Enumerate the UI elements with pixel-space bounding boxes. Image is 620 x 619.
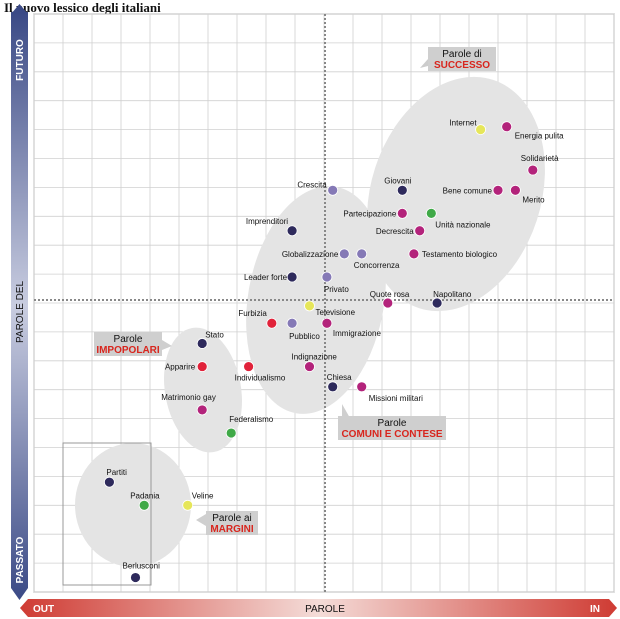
chart-title: Il nuovo lessico degli italiani [4, 0, 161, 15]
point-quote-rosa [382, 297, 394, 309]
group-margini-line1: Parole ai [212, 513, 251, 524]
point-concorrenza [356, 248, 368, 260]
point-furbizia [266, 317, 278, 329]
point-unit-nazionale [425, 208, 437, 219]
point-label: Apparire [165, 363, 196, 372]
group-label-successo: Parole di SUCCESSO [420, 47, 496, 71]
point-label: Padania [130, 491, 160, 500]
group-impopolari-line2: IMPOPOLARI [96, 345, 160, 356]
point-individualismo [243, 361, 255, 372]
point-apparire [196, 361, 208, 372]
x-axis-label: PAROLE [305, 604, 345, 615]
point-chiesa [327, 381, 339, 393]
group-label-comuni: Parole COMUNI E CONTESE [338, 404, 446, 440]
group-successo-line1: Parole di [442, 49, 481, 60]
point-label: Veline [192, 491, 214, 500]
group-successo-line2: SUCCESSO [434, 60, 490, 71]
point-imprenditori [286, 225, 298, 237]
point-label: Immigrazione [333, 329, 382, 338]
y-axis-arrow-top [11, 4, 28, 14]
point-label: Missioni militari [369, 394, 423, 403]
point-label: Individualismo [235, 374, 286, 383]
point-stato [196, 338, 208, 349]
point-partecipazione [396, 208, 408, 219]
point-label: Federalismo [229, 415, 274, 424]
point-label: Furbizia [238, 309, 267, 318]
y-axis-label: PAROLE DEL [15, 281, 26, 343]
point-veline [182, 499, 194, 511]
group-label-impopolari: Parole IMPOPOLARI [94, 332, 172, 356]
point-label: Matrimonio gay [161, 393, 216, 402]
point-leader-forte [286, 271, 298, 283]
point-label: Napolitano [433, 290, 472, 299]
group-margini-line2: MARGINI [210, 524, 254, 535]
point-internet [475, 124, 487, 136]
point-label: Testamento biologico [422, 250, 498, 259]
point-label: Internet [449, 119, 477, 128]
point-napolitano [431, 297, 443, 309]
point-giovani [396, 184, 408, 196]
point-label: Globalizzazione [282, 250, 339, 259]
y-axis-top-label: FUTURO [15, 39, 26, 81]
cloud-impopolari [164, 327, 242, 453]
point-label: Quote rosa [370, 290, 410, 299]
point-berlusconi [130, 572, 141, 583]
point-label: Imprenditori [246, 217, 288, 226]
point-matrimonio-gay [196, 404, 208, 416]
point-indignazione [304, 361, 315, 372]
group-impopolari-line1: Parole [114, 334, 143, 345]
point-label: Leader forte [244, 273, 288, 282]
point-label: Partecipazione [343, 209, 396, 218]
point-label: Giovani [384, 176, 411, 185]
point-label: Privato [324, 285, 349, 294]
margini-box [62, 442, 152, 586]
point-padania [138, 499, 150, 511]
point-privato [321, 271, 333, 283]
y-axis-arrow [11, 12, 28, 600]
point-label: Partiti [106, 468, 127, 477]
point-pubblico [286, 317, 298, 329]
point-decrescita [414, 225, 426, 237]
x-axis-left-label: OUT [33, 604, 54, 615]
point-immigrazione [321, 317, 333, 329]
point-testamento-biologico [408, 248, 420, 260]
point-label: Merito [522, 195, 545, 204]
point-partiti [104, 476, 115, 488]
point-bene-comune [492, 184, 504, 196]
point-solidariet- [527, 164, 539, 176]
data-points: Internet Energia pulita Solidarietà Bene co… [104, 119, 564, 583]
point-label: Solidarietà [521, 154, 559, 163]
point-label: Energia pulita [515, 132, 564, 141]
point-label: Unità nazionale [435, 220, 491, 229]
point-crescita [327, 184, 339, 196]
group-comuni-line2: COMUNI E CONTESE [341, 429, 442, 440]
point-televisione [304, 300, 315, 312]
group-label-margini: Parole ai MARGINI [196, 511, 258, 535]
point-label: Berlusconi [123, 562, 161, 571]
point-label: Concorrenza [354, 261, 400, 270]
point-globalizzazione [338, 248, 350, 260]
point-merito [510, 184, 521, 196]
point-label: Crescita [297, 180, 327, 189]
y-axis-bottom-label: PASSATO [15, 536, 26, 583]
point-label: Decrescita [376, 227, 414, 236]
point-label: Televisione [316, 308, 356, 317]
point-label: Bene comune [443, 186, 493, 195]
group-comuni-line1: Parole [378, 418, 407, 429]
point-federalismo [225, 427, 237, 439]
x-axis-arrow [20, 599, 617, 617]
point-missioni-militari [356, 381, 368, 393]
x-axis-right-label: IN [590, 604, 600, 615]
point-label: Stato [205, 330, 224, 339]
point-energia-pulita [501, 121, 513, 133]
cloud-margini [75, 443, 191, 567]
point-label: Pubblico [289, 332, 320, 341]
point-label: Indignazione [292, 353, 338, 362]
point-label: Chiesa [327, 373, 352, 382]
